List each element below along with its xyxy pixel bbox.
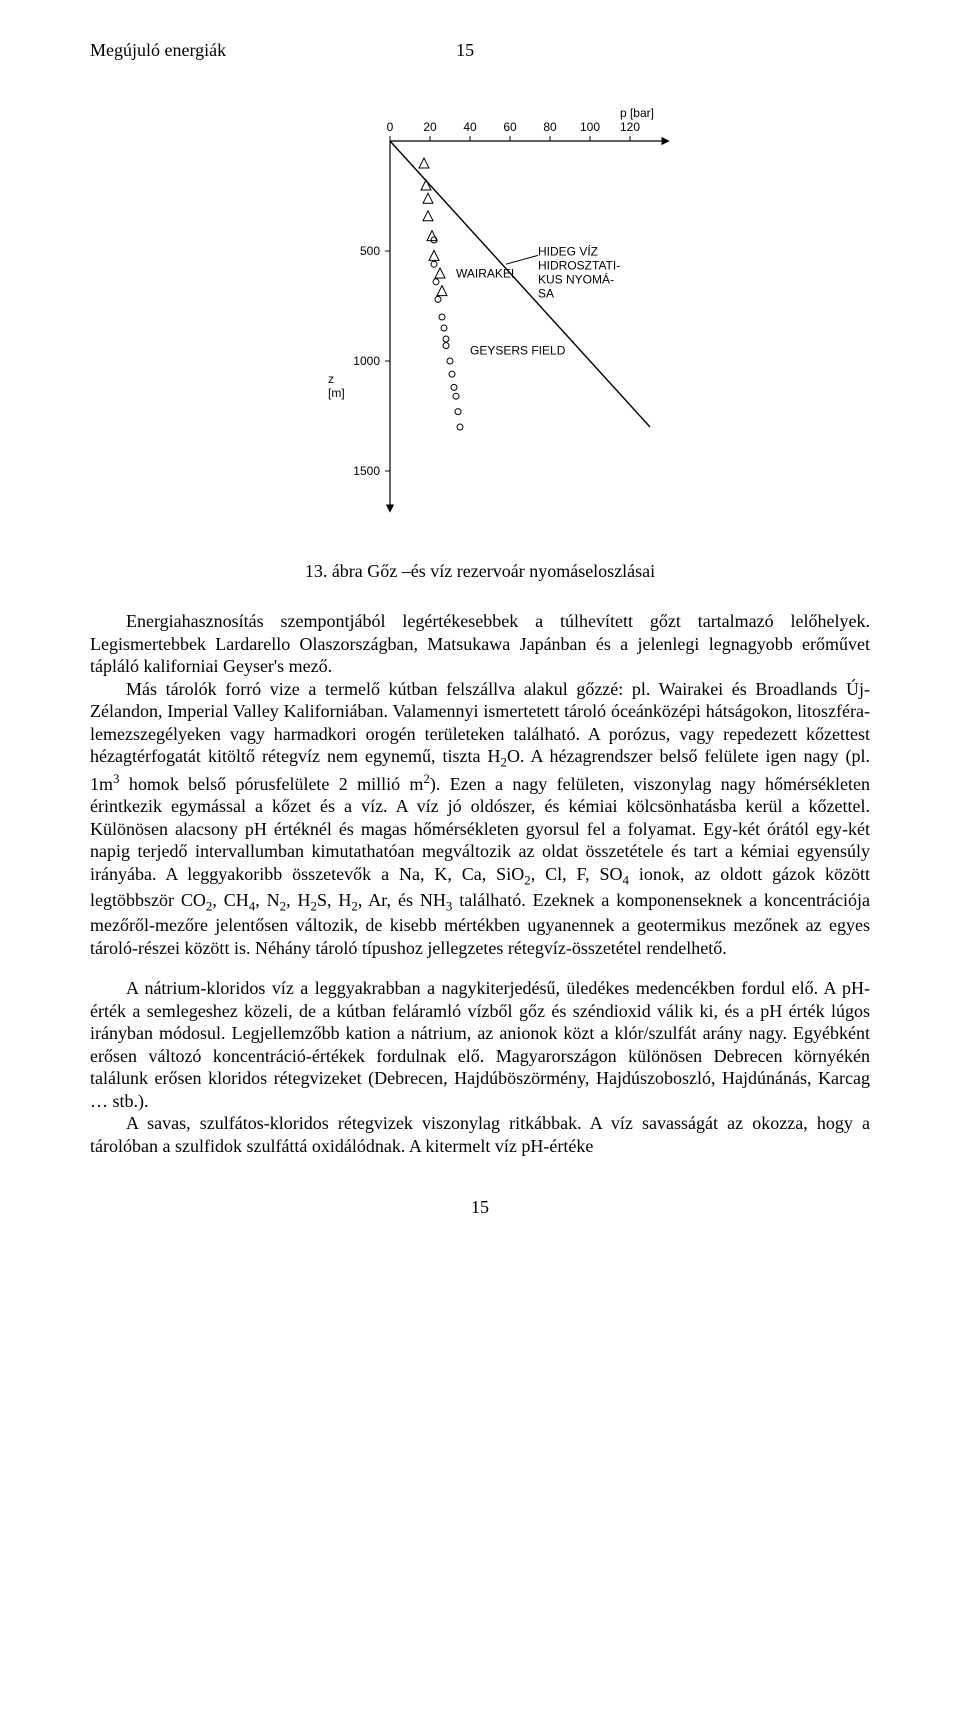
- paragraph-3: A nátrium-kloridos víz a leggyakrabban a…: [90, 977, 870, 1112]
- paragraph-4: A savas, szulfátos-kloridos rétegvizek v…: [90, 1112, 870, 1157]
- header-page-number: 15: [456, 40, 474, 61]
- figure-13-chart: 0 20 40 60 80 100 120p [bar] 500 1000 1500 z[m] HID…: [90, 101, 870, 531]
- svg-text:40: 40: [463, 120, 477, 134]
- svg-text:SA: SA: [538, 286, 554, 300]
- svg-text:100: 100: [580, 120, 600, 134]
- body-text: Energiahasznosítás szempontjából legérté…: [90, 610, 870, 1157]
- svg-text:WAIRAKEI: WAIRAKEI: [456, 266, 514, 280]
- pressure-depth-chart: 0 20 40 60 80 100 120p [bar] 500 1000 1500 z[m] HID…: [270, 101, 690, 531]
- svg-text:KUS NYOMÁ-: KUS NYOMÁ-: [538, 271, 614, 286]
- svg-text:1500: 1500: [353, 464, 380, 478]
- page-header: Megújuló energiák 15: [90, 40, 870, 61]
- svg-text:60: 60: [503, 120, 517, 134]
- header-title: Megújuló energiák: [90, 40, 226, 61]
- page: Megújuló energiák 15 0 20 40 60 80 100 120p [b…: [0, 0, 960, 1278]
- svg-text:120: 120: [620, 120, 640, 134]
- svg-text:HIDROSZTATI-: HIDROSZTATI-: [538, 258, 620, 272]
- svg-text:500: 500: [360, 244, 380, 258]
- svg-text:[m]: [m]: [328, 386, 345, 400]
- svg-text:GEYSERS FIELD: GEYSERS FIELD: [470, 343, 566, 357]
- svg-text:20: 20: [423, 120, 437, 134]
- svg-text:80: 80: [543, 120, 557, 134]
- svg-text:0: 0: [387, 120, 394, 134]
- footer-page-number: 15: [90, 1197, 870, 1218]
- svg-text:HIDEG VÍZ: HIDEG VÍZ: [538, 243, 598, 258]
- paragraph-1: Energiahasznosítás szempontjából legérté…: [90, 610, 870, 678]
- svg-text:z: z: [328, 372, 334, 386]
- svg-text:p [bar]: p [bar]: [620, 106, 654, 120]
- paragraph-2: Más tárolók forró vize a termelő kútban …: [90, 678, 870, 960]
- svg-text:1000: 1000: [353, 354, 380, 368]
- figure-13-caption: 13. ábra Gőz –és víz rezervoár nyomáselo…: [90, 561, 870, 582]
